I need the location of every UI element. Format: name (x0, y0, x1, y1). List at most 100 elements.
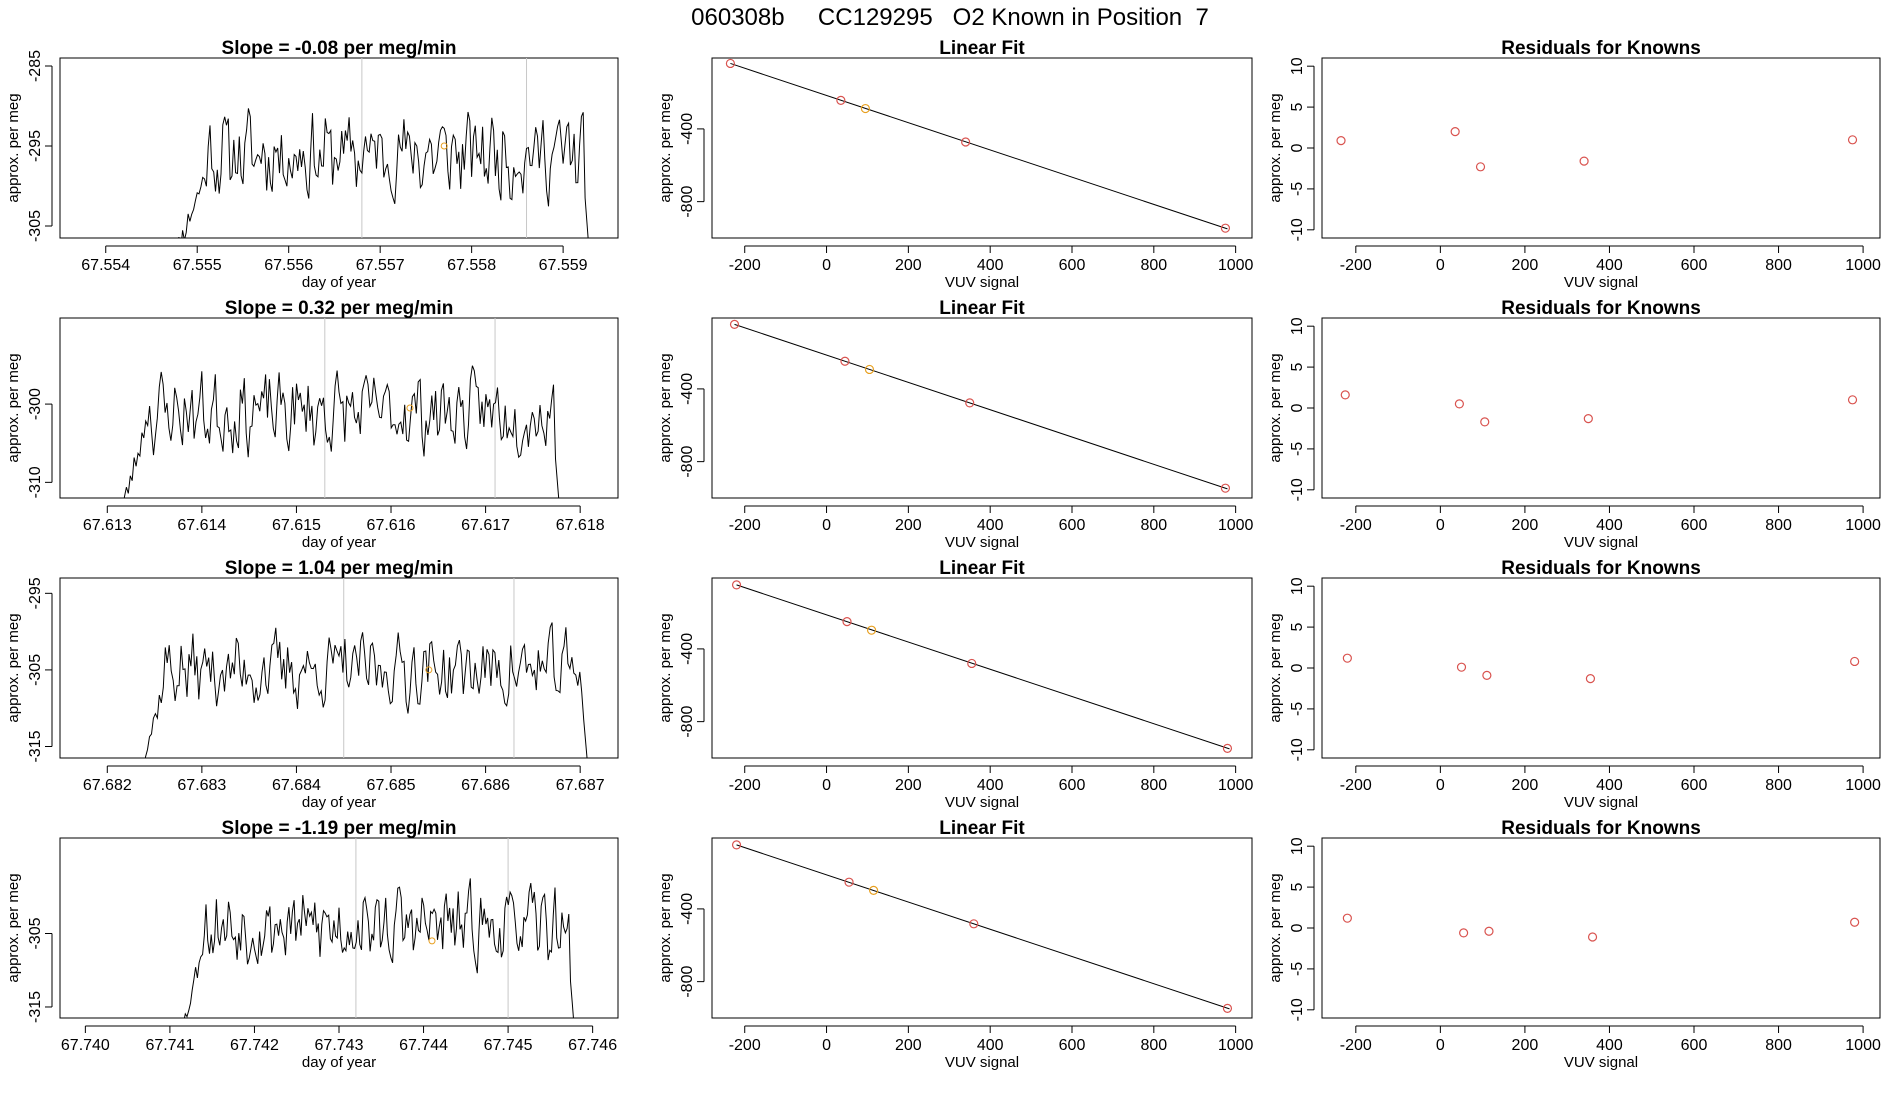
y-tick-label: -400 (679, 893, 696, 925)
x-tick-label: 0 (822, 517, 831, 534)
x-tick-label: 0 (822, 777, 831, 794)
x-axis-label: day of year (302, 794, 376, 811)
fit-data-point (729, 319, 740, 329)
x-tick-label: 200 (895, 777, 922, 794)
residual-point (1482, 670, 1492, 680)
residual-point (1342, 653, 1352, 663)
x-tick-label: 67.617 (461, 517, 510, 534)
fit-data-point (864, 364, 875, 375)
fit-line (734, 323, 1228, 490)
x-tick-label: 200 (1512, 777, 1539, 794)
panel-title: Residuals for Knowns (1501, 298, 1701, 319)
x-tick-label: 1000 (1845, 1037, 1881, 1054)
x-tick-label: 67.682 (83, 777, 132, 794)
current-sample-marker (428, 937, 436, 945)
panel-title: Residuals for Knowns (1501, 818, 1701, 839)
x-tick-label: 200 (895, 257, 922, 274)
y-tick-label: 5 (1289, 103, 1306, 112)
x-tick-label: 67.614 (177, 517, 226, 534)
x-tick-label: 67.685 (367, 777, 416, 794)
plot-frame (1321, 317, 1881, 499)
y-tick-label: -305 (27, 917, 44, 949)
y-tick-label: -295 (27, 577, 44, 609)
x-axis-label: VUV signal (1564, 274, 1638, 291)
plot-frame (1321, 57, 1881, 239)
panel-title: Linear Fit (939, 818, 1025, 839)
residual-point (1459, 928, 1469, 938)
x-tick-label: -200 (1340, 1037, 1372, 1054)
x-axis-label: day of year (302, 274, 376, 291)
signal-series-line (123, 365, 560, 498)
y-tick-label: 0 (1289, 403, 1306, 412)
x-tick-label: 0 (1436, 1037, 1445, 1054)
x-tick-label: 600 (1681, 777, 1708, 794)
x-axis-label: VUV signal (945, 534, 1019, 551)
x-tick-label: 1000 (1845, 777, 1881, 794)
y-tick-label: 10 (1289, 837, 1306, 855)
y-tick-label: -400 (679, 373, 696, 405)
x-tick-label: 0 (822, 1037, 831, 1054)
plot-frame (711, 57, 1253, 239)
x-tick-label: 0 (1436, 777, 1445, 794)
x-axis-label: day of year (302, 1054, 376, 1071)
x-tick-label: 800 (1140, 777, 1167, 794)
x-tick-label: 800 (1140, 517, 1167, 534)
fit-data-point (844, 877, 854, 887)
residual-point (1847, 395, 1858, 405)
x-axis-label: VUV signal (1564, 794, 1638, 811)
y-tick-label: -10 (1289, 478, 1306, 501)
y-tick-label: 10 (1289, 317, 1306, 335)
x-tick-label: -200 (729, 1037, 761, 1054)
y-axis-label: approx. per meg (5, 613, 22, 722)
signal-series-line (178, 108, 589, 238)
fit-data-point (961, 137, 971, 147)
residual-point (1340, 390, 1350, 400)
x-tick-label: -200 (729, 517, 761, 534)
x-tick-label: 67.556 (264, 257, 313, 274)
y-axis-label: approx. per meg (657, 873, 674, 982)
residual-point (1480, 417, 1490, 427)
x-tick-label: 1000 (1218, 1037, 1254, 1054)
x-tick-label: 400 (1596, 257, 1623, 274)
x-tick-label: 67.615 (272, 517, 321, 534)
plot-frame (59, 317, 619, 499)
x-tick-label: 600 (1059, 777, 1086, 794)
plot-frame (711, 837, 1253, 1019)
plot-frame (59, 57, 619, 239)
plot-frame (711, 317, 1253, 499)
signal-series-line (144, 622, 588, 758)
x-tick-label: -200 (1340, 517, 1372, 534)
x-tick-label: 400 (977, 257, 1004, 274)
y-tick-label: -300 (27, 388, 44, 420)
x-axis-label: VUV signal (945, 274, 1019, 291)
y-tick-label: 5 (1289, 883, 1306, 892)
y-tick-label: -5 (1289, 702, 1306, 716)
y-axis-label: approx. per meg (5, 873, 22, 982)
x-tick-label: 67.613 (83, 517, 132, 534)
residual-point (1336, 136, 1346, 146)
x-tick-label: 67.554 (81, 257, 130, 274)
plot-frame (1321, 837, 1881, 1019)
y-tick-label: -5 (1289, 182, 1306, 196)
x-tick-label: 600 (1059, 1037, 1086, 1054)
x-tick-label: 67.616 (367, 517, 416, 534)
fit-data-point (967, 658, 977, 669)
figure-title: 060308b CC129295 O2 Known in Position 7 (691, 4, 1209, 31)
x-tick-label: -200 (1340, 777, 1372, 794)
fit-line (736, 584, 1230, 750)
residual-point (1587, 932, 1598, 942)
signal-series-line (183, 878, 574, 1018)
x-axis-label: day of year (302, 534, 376, 551)
fit-line (736, 844, 1230, 1010)
panel-title: Slope = -1.19 per meg/min (222, 818, 457, 839)
x-tick-label: 400 (977, 1037, 1004, 1054)
x-tick-label: 67.684 (272, 777, 321, 794)
y-tick-label: -400 (679, 633, 696, 665)
y-tick-label: 0 (1289, 663, 1306, 672)
x-tick-label: 0 (822, 257, 831, 274)
y-tick-label: -800 (679, 966, 696, 998)
residual-point (1450, 127, 1460, 137)
panel-title: Linear Fit (939, 558, 1025, 579)
y-tick-label: -800 (679, 446, 696, 478)
y-tick-label: 5 (1289, 623, 1306, 632)
